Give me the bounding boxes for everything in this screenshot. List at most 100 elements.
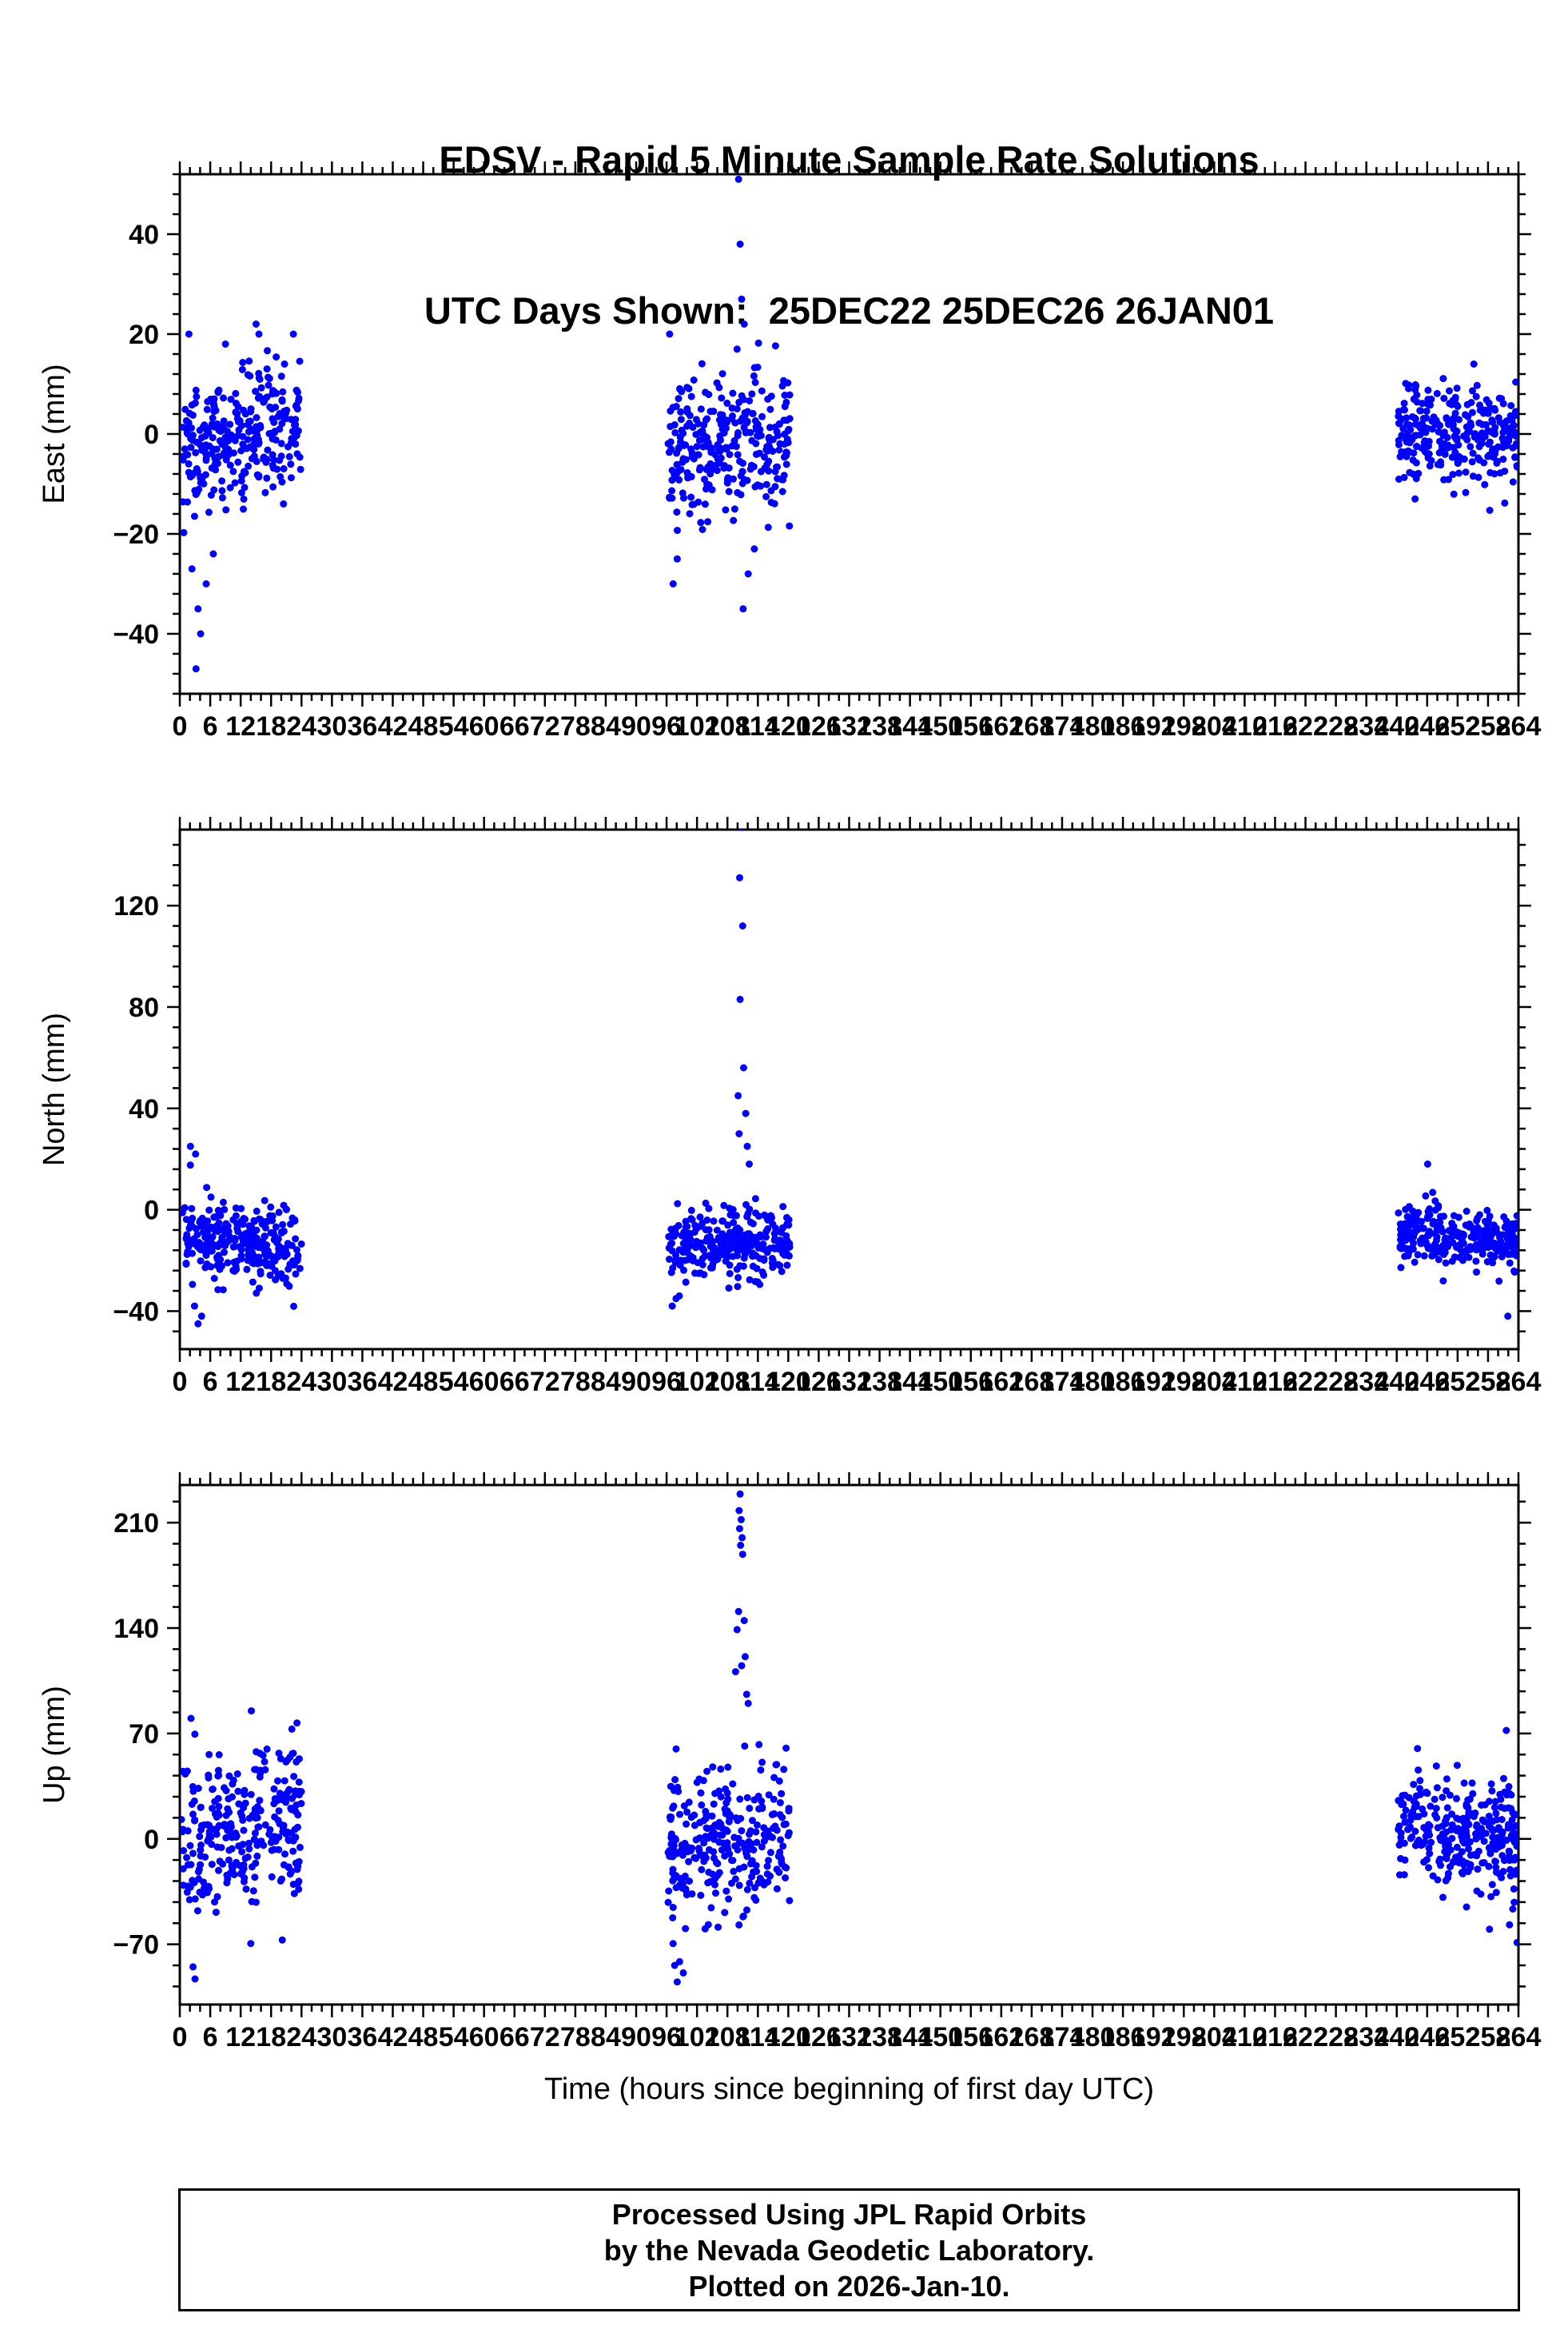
data-point xyxy=(675,1957,683,1965)
data-point xyxy=(281,1850,289,1858)
data-point xyxy=(1468,1779,1476,1787)
data-point xyxy=(667,1840,675,1848)
data-point xyxy=(684,474,692,482)
data-point xyxy=(669,1904,677,1911)
data-point xyxy=(1455,469,1463,477)
data-point xyxy=(252,388,260,396)
data-point xyxy=(676,1810,683,1818)
data-point xyxy=(191,1816,199,1824)
data-point xyxy=(245,357,253,365)
data-point xyxy=(1507,1805,1515,1813)
data-point xyxy=(783,436,791,444)
x-tick-label: 180 xyxy=(1070,711,1116,742)
data-point xyxy=(692,1222,700,1230)
data-point xyxy=(730,1212,738,1220)
data-point xyxy=(261,1821,269,1829)
data-point xyxy=(1453,1762,1461,1770)
data-point xyxy=(1462,488,1470,496)
data-point xyxy=(294,1879,302,1887)
x-tick-label: 96 xyxy=(651,1367,682,1397)
data-point xyxy=(753,1821,761,1829)
data-point xyxy=(1509,1905,1517,1913)
data-point xyxy=(750,372,758,380)
data-point xyxy=(682,456,690,464)
data-point xyxy=(186,1841,194,1849)
data-point xyxy=(697,405,705,413)
data-point xyxy=(687,392,695,400)
data-point xyxy=(1435,1256,1443,1264)
data-point xyxy=(667,423,675,431)
data-point xyxy=(707,1904,715,1912)
x-tick-label: 168 xyxy=(1009,2022,1055,2052)
data-point xyxy=(1487,1230,1495,1238)
data-point xyxy=(261,1196,269,1204)
data-point xyxy=(245,462,253,470)
x-tick-label: 108 xyxy=(705,1367,750,1397)
data-point xyxy=(240,1877,248,1885)
data-point xyxy=(698,1801,706,1809)
data-point xyxy=(722,1799,730,1807)
data-point xyxy=(697,436,705,444)
data-point xyxy=(700,1839,708,1847)
data-point xyxy=(706,460,714,468)
data-point xyxy=(1439,1893,1447,1901)
data-point xyxy=(267,1203,275,1211)
x-tick-label: 222 xyxy=(1283,1367,1328,1397)
data-point xyxy=(232,1833,240,1841)
data-point xyxy=(1424,386,1432,394)
outlier-point xyxy=(740,320,748,328)
data-point xyxy=(209,414,217,422)
data-point xyxy=(712,1889,719,1897)
x-tick-label: 6 xyxy=(203,2022,218,2052)
y-tick-label: −20 xyxy=(113,520,159,550)
data-point xyxy=(293,1246,300,1254)
data-point xyxy=(726,1270,734,1277)
data-point xyxy=(237,489,245,496)
data-point xyxy=(214,1286,222,1294)
x-tick-label: 144 xyxy=(887,2022,933,2052)
data-point xyxy=(1488,1881,1496,1889)
data-point xyxy=(752,450,760,458)
data-point xyxy=(281,1777,289,1785)
data-point xyxy=(1465,1253,1473,1261)
outlier-point xyxy=(740,1064,747,1072)
data-point xyxy=(1506,1848,1514,1856)
data-point xyxy=(773,1885,781,1893)
data-point xyxy=(1459,1837,1467,1845)
data-point xyxy=(229,1267,237,1275)
data-point xyxy=(197,1803,205,1811)
data-point xyxy=(245,428,253,436)
data-point xyxy=(765,1857,772,1865)
data-point xyxy=(709,1763,717,1771)
data-point xyxy=(678,1232,686,1240)
data-point xyxy=(217,1256,225,1264)
data-point xyxy=(740,424,748,432)
data-point xyxy=(683,1820,690,1828)
data-point xyxy=(271,388,278,396)
data-point xyxy=(724,1763,732,1771)
data-point xyxy=(717,1820,725,1828)
data-point xyxy=(674,1200,682,1208)
data-point xyxy=(766,1872,774,1880)
data-point xyxy=(1416,424,1424,432)
data-point xyxy=(197,1246,205,1254)
data-point xyxy=(723,444,731,452)
outlier-point xyxy=(740,1617,748,1625)
data-point xyxy=(1459,1814,1467,1822)
data-point xyxy=(686,1252,694,1260)
data-point xyxy=(690,1853,698,1861)
data-point xyxy=(743,1885,751,1893)
data-point xyxy=(281,1246,289,1254)
data-point xyxy=(1510,1885,1518,1893)
data-point xyxy=(1473,381,1481,389)
data-point xyxy=(782,1744,790,1752)
data-point xyxy=(291,1834,299,1842)
data-point xyxy=(1412,1802,1420,1810)
data-point xyxy=(666,1256,673,1263)
x-tick-label: 132 xyxy=(826,2022,872,2052)
data-point xyxy=(1439,1794,1447,1802)
data-point xyxy=(734,1274,742,1281)
data-point xyxy=(1472,1257,1480,1265)
y-tick-label: 0 xyxy=(144,1196,159,1226)
data-point xyxy=(1449,1858,1457,1866)
